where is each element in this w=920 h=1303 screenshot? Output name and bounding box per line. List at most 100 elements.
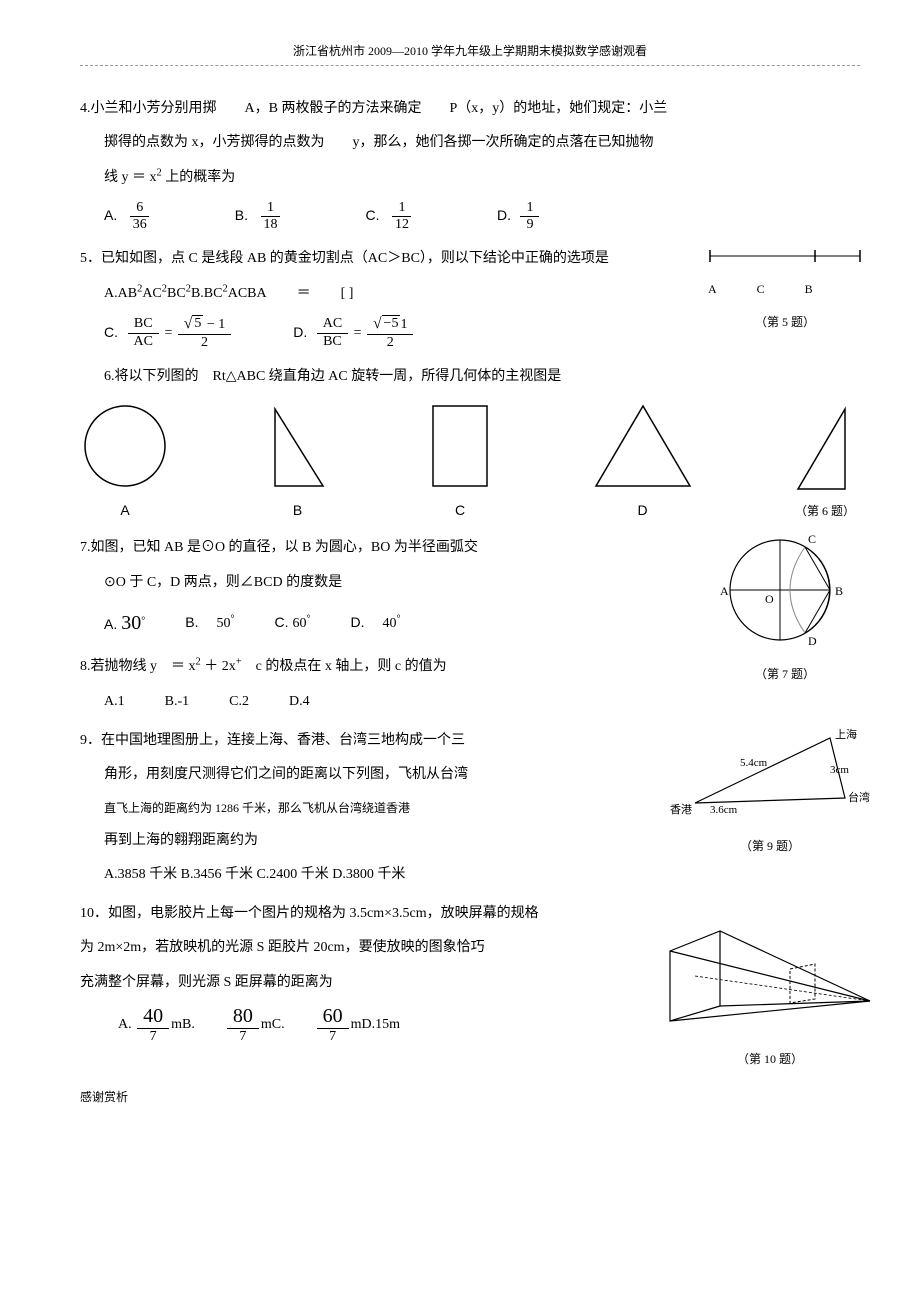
q4-options: A. 636 B. 118 C. 112 D. 19 (104, 200, 860, 235)
q8-pre: 8.若抛物线 y ＝ x (80, 659, 196, 674)
question-4: 4.小兰和小芳分别用掷 A，B 两枚骰子的方法来确定 P（x，y）的地址，她们规… (80, 96, 860, 234)
q7d-v: 40 (382, 616, 396, 631)
q5a-2: AC (142, 286, 161, 301)
q7d-d: ° (396, 613, 400, 624)
q6-shapes: A B C D （第 6 题） (80, 401, 860, 524)
question-5: 5．已知如图，点 C 是线段 AB 的黄金切割点（AC＞BC），则以下结论中正确… (80, 246, 860, 352)
q7c-v: 60 (292, 616, 306, 631)
circle-icon (80, 401, 170, 491)
q4-line2: 掷得的点数为 x，小芳掷得的点数为 y，那么，她们各掷一次所确定的点落在已知抛物 (104, 130, 860, 157)
q5d-ld: BC (317, 334, 348, 351)
q5-caption: （第 5 题） (700, 311, 870, 334)
q9-opts: A.3858 千米 B.3456 千米 C.2400 千米 D.3800 千米 (104, 862, 860, 889)
q5-optD: D. ACBC = √−512 (293, 315, 415, 352)
q10a-n: 40 (137, 1004, 169, 1029)
page-header-title: 浙江省杭州市 2009—2010 学年九年级上学期期末模拟数学感谢观看 (80, 40, 860, 63)
q7c-d: ° (306, 613, 310, 624)
q8-opt-a: A.1 (104, 689, 125, 716)
q5d-s: 5 (391, 316, 398, 331)
q8-line1: 8.若抛物线 y ＝ x2 ＋ 2x+ c 的极点在 x 轴上，则 c 的值为 (80, 654, 860, 681)
q7a-v: 30 (121, 612, 141, 634)
q4-a-den: 36 (127, 217, 153, 234)
svg-text:A: A (720, 584, 729, 598)
page-footer: 感谢赏析 (80, 1086, 860, 1109)
q5d-rd: 2 (381, 335, 400, 352)
q4-line1: 4.小兰和小芳分别用掷 A，B 两枚骰子的方法来确定 P（x，y）的地址，她们规… (80, 96, 860, 123)
q10b-d: 7 (233, 1029, 252, 1046)
right-triangle-icon (263, 401, 333, 491)
q4-l3-tail: 上的概率为 (162, 170, 236, 185)
question-9: 9．在中国地理图册上，连接上海、香港、台湾三地构成一个三 角形，用刻度尺测得它们… (80, 728, 860, 889)
q9-caption: （第 9 题） (670, 835, 870, 858)
q5a-3: BC (167, 286, 186, 301)
q10c-d: 7 (323, 1029, 342, 1046)
q5c-t: 1 (218, 317, 225, 332)
svg-text:香港: 香港 (670, 803, 692, 816)
q4-l3-pre: 线 y ＝ x (104, 170, 157, 185)
q4-b-num: 1 (261, 200, 280, 218)
q5a-5: ACBA (228, 286, 267, 301)
q5c-sqrt: 5 (192, 315, 203, 333)
map-triangle-icon: 上海 台湾 香港 5.4cm 3cm 3.6cm (670, 728, 870, 828)
svg-text:台湾: 台湾 (848, 790, 870, 804)
q8-mid: ＋ 2x (201, 659, 236, 674)
q7a-d: ° (141, 616, 145, 627)
q8-opt-b: B.-1 (165, 689, 190, 716)
circle-diagram-icon: A B C D O (710, 525, 860, 655)
q4-b-den: 18 (257, 217, 283, 234)
q5-optC: C. BCAC = √5 − 12 (104, 315, 233, 352)
q5-diagram-label: ACB (700, 278, 870, 301)
q4-c-den: 12 (389, 217, 415, 234)
q4-opt-b: B. 118 (235, 200, 286, 235)
q7b-d: ° (230, 613, 234, 624)
q6-shape-d: D (588, 401, 698, 524)
q5c-ld: AC (128, 334, 159, 351)
q5c-rn: √5 − 1 (178, 315, 231, 335)
svg-text:3.6cm: 3.6cm (710, 804, 738, 816)
q6-caption: （第 6 题） (795, 500, 855, 523)
q6-shape-b: B (263, 401, 333, 524)
q6-label-b: B (293, 497, 302, 524)
q6-label-a: A (120, 497, 129, 524)
svg-text:O: O (765, 592, 774, 606)
q10c-n: 60 (317, 1004, 349, 1029)
svg-text:D: D (808, 634, 817, 648)
q5-diagram: ACB （第 5 题） (700, 246, 870, 333)
q10a-t: m (171, 1018, 182, 1033)
svg-text:C: C (808, 532, 816, 546)
q4-opt-c: C. 112 (365, 200, 417, 235)
q10-opt-b: 807mC. (225, 1004, 285, 1046)
svg-text:B: B (835, 584, 843, 598)
q5-box: [ ] (341, 281, 354, 308)
q7b-v: 50 (216, 616, 230, 631)
q4-d-num: 1 (520, 200, 539, 218)
q5c-ln: BC (128, 316, 159, 334)
q10b-n: 80 (227, 1004, 259, 1029)
q5d-m: 1 (400, 317, 407, 332)
q7-opt-c: C.60° (274, 609, 310, 638)
q7-opt-d: D. 40° (350, 609, 400, 638)
q6-label-d: D (637, 497, 647, 524)
q4-line3: 线 y ＝ x2 上的概率为 (104, 165, 860, 192)
q5-optA: A.AB2AC2BC2B.BC2ACBA (104, 281, 267, 308)
right-triangle-ref-icon (790, 404, 860, 494)
q6-shape-a: A (80, 401, 170, 524)
q5-eq: ＝ (297, 281, 311, 308)
q6-label-c: C (455, 497, 465, 524)
question-6: 6.将以下列图的 Rt△ABC 绕直角边 AC 旋转一周，所得几何体的主视图是 … (80, 364, 860, 523)
q10a-d: 7 (144, 1029, 163, 1046)
q5a-4: B.BC (191, 286, 223, 301)
q8-opt-c: C.2 (229, 689, 249, 716)
svg-text:3cm: 3cm (830, 764, 849, 776)
q4-opt-a: A. 636 (104, 200, 155, 235)
q8-options: A.1 B.-1 C.2 D.4 (104, 689, 860, 716)
question-10: 10．如图，电影胶片上每一个图片的规格为 3.5cm×3.5cm，放映屏幕的规格… (80, 901, 860, 1047)
projector-icon (660, 921, 880, 1041)
q7-opt-b: B. 50° (185, 609, 234, 638)
q5d-sqrt: −5 (382, 315, 401, 333)
q10-caption: （第 10 题） (660, 1048, 880, 1071)
svg-text:5.4cm: 5.4cm (740, 757, 768, 769)
q9-diagram: 上海 台湾 香港 5.4cm 3cm 3.6cm （第 9 题） (670, 728, 870, 859)
q10-opt-d: D.15m (361, 1018, 400, 1033)
q10b-t: m (261, 1018, 272, 1033)
